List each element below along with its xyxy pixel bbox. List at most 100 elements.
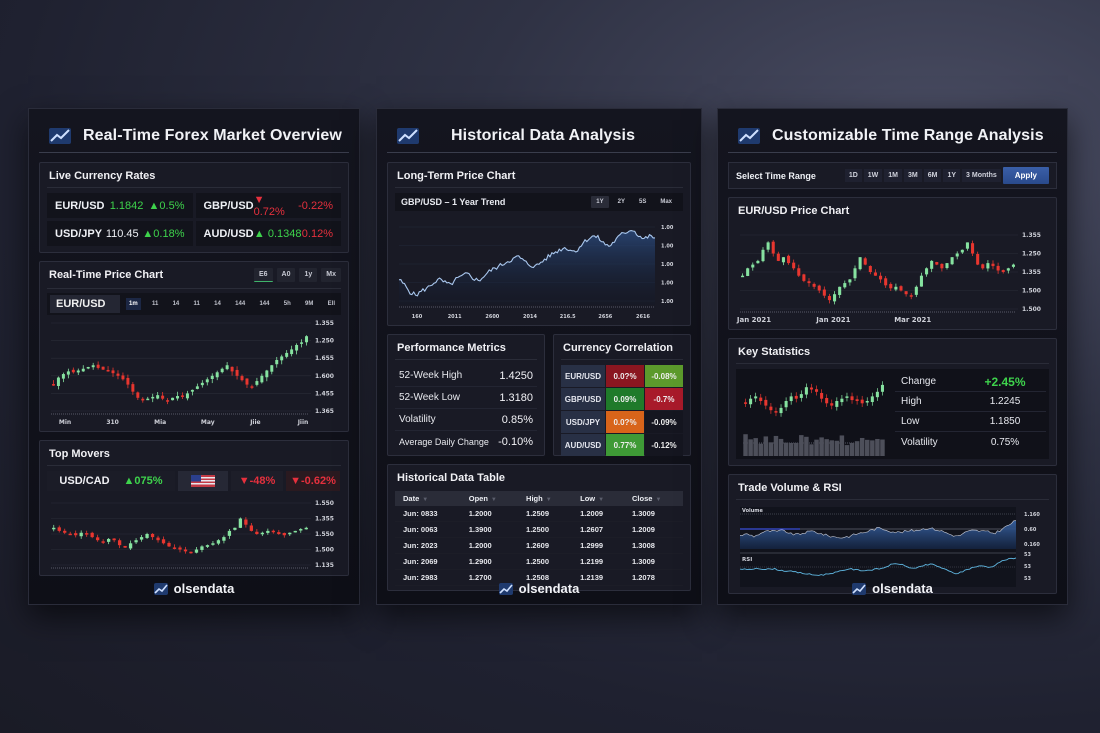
- panel-header: Historical Data Analysis: [387, 119, 691, 153]
- rate-value: 1.1842: [109, 199, 144, 212]
- table-row[interactable]: Jun: 0063 1.3900 1.2500 1.2607 1.2009: [395, 521, 683, 538]
- eurusd-range-candlestick-chart[interactable]: 1.355 1.250 1.355 1.500 1.500 Jan 2021 Jan 202…: [736, 227, 1050, 325]
- range-option-1y[interactable]: 1Y: [943, 169, 961, 182]
- mover-usdcad[interactable]: USD/CAD ▲075%: [47, 471, 175, 491]
- svg-text:1.135: 1.135: [315, 562, 334, 569]
- range-option-3m[interactable]: 3M: [904, 169, 922, 182]
- sort-icon[interactable]: ▼: [422, 497, 429, 503]
- range-option-1m[interactable]: 1M: [884, 169, 902, 182]
- svg-text:1.355: 1.355: [1022, 269, 1041, 276]
- svg-text:1.250: 1.250: [1022, 251, 1041, 258]
- range-button[interactable]: E6: [253, 268, 273, 282]
- sort-icon[interactable]: ▼: [490, 497, 497, 503]
- range-option-6m[interactable]: 6M: [923, 169, 942, 182]
- pair-selector[interactable]: EUR/USD: [50, 295, 120, 313]
- correlation-cell[interactable]: -0.7%: [645, 388, 683, 410]
- correlation-cell[interactable]: -0.08%: [645, 365, 683, 387]
- volume-rsi-chart[interactable]: Volume 1.160 0.60 0.160 RSI 53 53 53: [736, 505, 1050, 589]
- correlation-cell[interactable]: -0.09%: [645, 411, 683, 433]
- table-row[interactable]: Jun: 2023 1.2000 1.2609 1.2999 1.3008: [395, 537, 683, 554]
- correlation-row: GBP/USD 0.09% -0.7%: [561, 388, 683, 410]
- sort-icon[interactable]: ▼: [545, 497, 552, 503]
- range-button[interactable]: Max: [660, 199, 672, 205]
- svg-text:2616: 2616: [636, 314, 650, 320]
- range-button[interactable]: 5S: [638, 199, 647, 205]
- rate-item-audusd[interactable]: AUD/USD ▲ 0.1348 0.12%: [195, 221, 341, 246]
- long-term-chart-card: Long-Term Price Chart GBP/USD – 1 Year T…: [387, 162, 691, 326]
- chart-subtitle: GBP/USD – 1 Year Trend: [401, 197, 506, 207]
- table-cell: 1.2609: [518, 537, 573, 554]
- gbpusd-trend-line-chart[interactable]: 1.00 1.00 1.00 1.00 1.00 160 2011 2600 2014 216.5…: [395, 211, 685, 321]
- timeframe-button[interactable]: 14: [214, 301, 221, 307]
- table-row[interactable]: Jun: 0833 1.2000 1.2509 1.2009 1.3009: [395, 506, 683, 522]
- range-button[interactable]: 1Y: [591, 196, 609, 208]
- timeframe-buttons: 1m 11 14 11 14 144 144 5h 9M Ell: [126, 298, 338, 310]
- historical-data-table: Date ▼ Open ▼ High ▼ Low ▼ Close ▼ Jun: 0833 1.200…: [395, 491, 683, 586]
- rate-item-gbpusd[interactable]: GBP/USD ▼ 0.72% -0.22%: [195, 193, 341, 218]
- svg-text:1.355: 1.355: [1022, 232, 1041, 239]
- mover-change-3[interactable]: ▼-0.62%: [286, 471, 340, 491]
- us-flag-icon: [191, 475, 215, 487]
- range-option-1d[interactable]: 1D: [844, 169, 862, 182]
- column-header[interactable]: Close ▼: [624, 491, 683, 506]
- svg-text:0.60: 0.60: [1024, 527, 1037, 533]
- eurusd-price-chart-card: EUR/USD Price Chart 1.355 1.250 1.355 1.500…: [728, 197, 1057, 330]
- table-cell: 1.2199: [572, 553, 624, 570]
- table-cell: 1.3009: [624, 553, 683, 570]
- correlation-cell[interactable]: 0.0?%: [606, 365, 644, 387]
- usdcad-candlestick-chart[interactable]: 1.550 1.355 1.550 1.500 1.135: [47, 495, 343, 571]
- table-cell: 1.3009: [624, 506, 683, 522]
- timeframe-button[interactable]: 144: [235, 301, 246, 307]
- column-header[interactable]: Date ▼: [395, 491, 461, 506]
- correlation-cell[interactable]: 0.09%: [606, 388, 644, 410]
- range-option-1w[interactable]: 1W: [863, 169, 883, 182]
- eurusd-candlestick-chart[interactable]: 1.355 1.250 1.655 1.600 1.455 1.365 Min 310 Mia M…: [47, 315, 343, 427]
- pair-label: EUR/USD: [55, 199, 105, 212]
- table-cell: 1.2607: [572, 521, 624, 538]
- trend-chart-icon: [49, 127, 71, 144]
- table-row[interactable]: Jun: 2069 1.2900 1.2500 1.2199 1.3009: [395, 553, 683, 570]
- range-button[interactable]: A0: [276, 268, 296, 282]
- card-title: EUR/USD Price Chart: [738, 205, 850, 217]
- table-cell: Jun: 2069: [395, 553, 461, 570]
- live-currency-rates-card: Live Currency Rates EUR/USD 1.1842 ▲0.5%…: [39, 162, 349, 253]
- timeframe-button[interactable]: 11: [151, 301, 159, 307]
- table-cell: 1.2509: [518, 506, 573, 522]
- timeframe-button[interactable]: Ell: [327, 301, 335, 307]
- range-button[interactable]: 2Y: [617, 199, 625, 205]
- stat-row-low: Low 1.1850: [895, 412, 1046, 432]
- apply-button[interactable]: Apply: [1002, 167, 1049, 184]
- table-cell: Jun: 0063: [395, 521, 461, 538]
- range-label: Select Time Range: [736, 170, 816, 181]
- column-header[interactable]: High ▼: [518, 491, 573, 506]
- timeframe-button[interactable]: 144: [259, 301, 270, 307]
- column-header[interactable]: Low ▼: [572, 491, 624, 506]
- timeframe-button[interactable]: 1m: [126, 298, 141, 310]
- timeframe-button[interactable]: 14: [172, 301, 180, 307]
- sort-icon[interactable]: ▼: [598, 497, 605, 503]
- correlation-cell[interactable]: 0.0?%: [606, 411, 644, 433]
- sort-icon[interactable]: ▼: [655, 497, 662, 503]
- correlation-cell[interactable]: -0.12%: [645, 434, 683, 456]
- card-title: Long-Term Price Chart: [395, 168, 683, 188]
- mini-candlestick-volume-chart[interactable]: [739, 372, 889, 456]
- metric-row: Volatility 0.85%: [395, 409, 537, 431]
- svg-text:1.550: 1.550: [315, 531, 334, 538]
- card-title: Real-Time Price Chart: [49, 269, 164, 281]
- brand-name: olsendata: [518, 581, 580, 596]
- timeframe-button[interactable]: 9M: [305, 301, 314, 307]
- column-header[interactable]: Open ▼: [460, 491, 519, 506]
- timeframe-button[interactable]: 11: [193, 301, 200, 307]
- range-option-3-months[interactable]: 3 Months: [962, 169, 1001, 182]
- mover-change-2[interactable]: ▼-48%: [231, 471, 283, 491]
- range-button[interactable]: 1y: [299, 268, 318, 282]
- rate-item-eurusd[interactable]: EUR/USD 1.1842 ▲0.5%: [47, 193, 193, 218]
- rate-change: -0.22%: [298, 199, 333, 212]
- correlation-cell[interactable]: 0.77%: [606, 434, 644, 456]
- trend-chart-icon: [738, 127, 760, 144]
- svg-text:1.160: 1.160: [1024, 512, 1040, 518]
- table-row[interactable]: Jun: 2983 1.2700 1.2508 1.2139 1.2078: [395, 569, 683, 586]
- timeframe-button[interactable]: 5h: [283, 301, 291, 307]
- range-button[interactable]: Mx: [321, 268, 341, 282]
- rate-item-usdjpy[interactable]: USD/JPY 110.45 ▲0.18%: [47, 221, 193, 246]
